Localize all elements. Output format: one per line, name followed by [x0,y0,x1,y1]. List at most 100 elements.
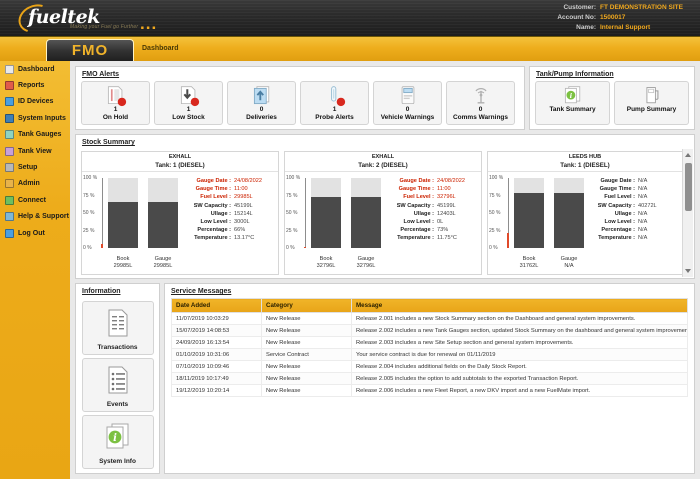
axis-tick-label: 75 % [489,192,501,199]
sidebar-item-dashboard[interactable]: Dashboard [0,61,70,77]
detail-row: SW Capacity :45199L [385,202,477,210]
bar-column: Gauge N/A [554,178,584,269]
account-value: 1500017 [600,14,626,21]
column-header[interactable]: Date Added [171,298,262,313]
scroll-up-arrow-icon[interactable] [685,153,691,157]
account-label: Account No: [557,14,596,21]
alert-tile-low-stock[interactable]: 1 Low Stock [154,81,223,125]
tank-site-name: EXHALL [371,154,395,160]
detail-value: 24/08/2022 [437,178,465,184]
sidebar-item-label: Connect [18,196,46,204]
info-button-events[interactable]: Events [81,358,154,412]
breadcrumb[interactable]: Dashboard [142,45,179,52]
bar-column: Book 31762L [514,178,544,269]
bar-caption: Gauge N/A [560,256,578,269]
table-row[interactable]: 15/07/2019 14:08:53 New Release Release 2.… [171,324,688,337]
table-row[interactable]: 11/07/2019 10:03:29 New Release Release 2.… [171,312,688,325]
sidebar-item-system-inputs[interactable]: System Inputs [0,110,70,126]
info-button-system-info[interactable]: i System Info [81,415,154,469]
customer-info-block: Customer: FT DEMONSTRATION SITE Account … [557,3,692,33]
table-cell: Service Contract [261,348,352,361]
alert-tile-deliveries[interactable]: 0 Deliveries [227,81,296,125]
sidebar-item-connect[interactable]: Connect [0,192,70,208]
chart-axis [102,178,103,248]
alert-tile-on-hold[interactable]: 1 On Hold [81,81,150,125]
top-header: fueltek ... Making your Fuel go Further … [0,0,700,36]
tank-card-header: EXHALL Tank: 2 (DIESEL) [285,152,481,172]
info-button-label: Transactions [97,344,138,351]
sidebar-item-log-out[interactable]: Log Out [0,225,70,241]
tank-gauges-icon [5,130,14,140]
service-messages-table: Date Added Category Message 11/07/2019 10:… [171,298,688,397]
detail-row: Ullage : N/A [588,210,678,218]
detail-row: Ullage :15214L [182,210,274,218]
tank-pump-title: Tank/Pump Information [536,71,614,78]
table-row[interactable]: 07/10/2019 10:09:46 New Release Release 2.… [171,360,688,373]
table-row[interactable]: 18/11/2019 10:17:49 New Release Release 2.… [171,372,688,385]
column-header[interactable]: Message [351,298,688,313]
detail-key: Fuel Level : [200,194,231,201]
tile-pump-summary[interactable]: Pump Summary [614,81,689,125]
table-row[interactable]: 24/09/2019 16:13:54 New Release Release 2.… [171,336,688,349]
detail-key: Fuel Level : [604,194,635,201]
events-icon [83,365,153,395]
probe-alerts-icon [301,85,368,107]
sidebar-item-tank-view[interactable]: Tank View [0,143,70,159]
alert-count: 1 [332,106,337,113]
alert-tile-probe-alerts[interactable]: 1 Probe Alerts [300,81,369,125]
comms-warnings-icon [447,85,514,107]
name-row: Name: Internal Support [557,23,692,33]
stock-summary-panel: Stock Summary EXHALL Tank: 1 (DIESEL) 100 … [75,134,695,279]
table-row[interactable]: 19/12/2019 10:20:14 New Release Release 2.… [171,384,688,397]
stock-summary-scrollbar[interactable] [682,149,693,277]
detail-value: 73% [437,227,449,234]
tab-fmo[interactable]: FMO [46,39,134,61]
information-buttons: Transactions Events i System Info [76,301,159,469]
axis-tick-label: 50 % [286,210,298,216]
fmo-alerts-tiles: 1 On Hold 1 Low Stock 0 Deliveries 1 Probe Aler… [76,81,524,125]
detail-key: Low Level : [403,219,434,226]
sidebar-item-help-support[interactable]: Help & Support [0,209,70,225]
axis-tick-label: 25 % [83,227,95,234]
bar-caption: Book 31762L [519,256,539,269]
axis-tick-label: 100 % [83,175,98,181]
tank-identifier: Tank: 2 (DIESEL) [358,161,408,169]
chart-axis [305,178,306,248]
tank-identifier: Tank: 1 (DIESEL) [560,161,610,169]
logo-wordmark: fueltek [28,6,100,28]
detail-value: N/A [638,210,648,217]
info-button-label: Events [106,401,129,408]
scrollbar-thumb[interactable] [685,163,692,211]
sidebar-item-id-devices[interactable]: ID Devices [0,94,70,110]
sidebar-item-reports[interactable]: Reports [0,77,70,93]
information-panel: Information Transactions Events i System In… [75,283,160,474]
column-header[interactable]: Category [261,298,352,313]
tank-card: EXHALL Tank: 1 (DIESEL) 100 % 75 % 50 % 25 % 0… [81,151,279,275]
fueltek-logo[interactable]: fueltek ... Making your Fuel go Further [13,0,198,36]
tank-bar-chart: 100 % 75 % 50 % 25 % 0 % Book 32796L Gauge 32796… [285,172,385,269]
alert-tile-vehicle-warnings[interactable]: 0 Vehicle Warnings [373,81,442,125]
tank-details: Gauge Date :24/08/2022 Gauge Time :11:00 F… [385,172,481,268]
sidebar-item-setup[interactable]: Setup [0,159,70,175]
detail-value: 66% [234,227,246,234]
tile-tank-summary[interactable]: i Tank Summary [535,81,610,125]
detail-value: N/A [638,219,648,226]
table-row[interactable]: 01/10/2019 10:31:06 Service Contract Your … [171,348,688,361]
name-label: Name: [576,24,596,31]
sidebar-item-tank-gauges[interactable]: Tank Gauges [0,127,70,143]
detail-key: Ullage : [413,210,434,217]
sidebar-item-admin[interactable]: Admin [0,176,70,192]
tank-pump-panel: Tank/Pump Information i Tank Summary Pump … [529,66,695,130]
alert-tile-comms-warnings[interactable]: 0 Comms Warnings [446,81,515,125]
scroll-down-arrow-icon[interactable] [685,269,691,273]
detail-value: 24/08/2022 [234,178,262,184]
info-button-transactions[interactable]: Transactions [81,301,154,355]
detail-row: Gauge Date :24/08/2022 [385,177,477,185]
detail-row: Gauge Time :11:00 [385,185,477,193]
detail-value: N/A [638,227,648,234]
logout-icon [5,228,14,238]
detail-value: 40272L [638,202,657,209]
table-cell: 19/12/2019 10:20:14 [171,384,262,397]
bar-column: Book 32796L [311,178,341,269]
detail-value: 15214L [234,210,253,217]
